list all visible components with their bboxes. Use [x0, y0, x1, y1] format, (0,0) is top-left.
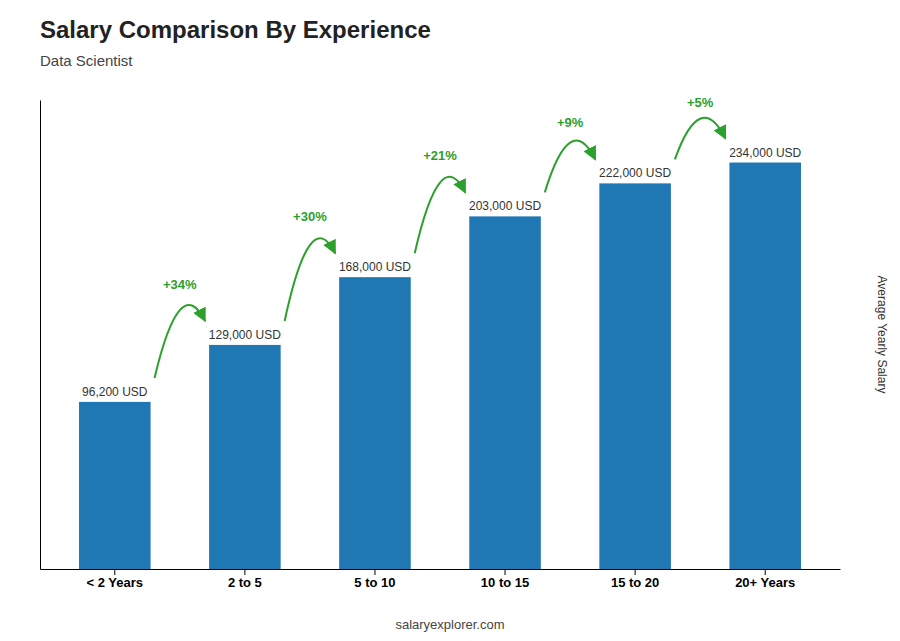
- value-label: 234,000 USD: [729, 146, 801, 160]
- bar: [209, 345, 281, 569]
- annotation-arrow: [675, 118, 726, 160]
- x-tick-mark: [635, 569, 636, 575]
- x-tick: 20+ Years: [735, 569, 795, 590]
- x-tick: 10 to 15: [481, 569, 529, 590]
- annotation-label: +5%: [687, 95, 714, 110]
- value-label: 96,200 USD: [82, 385, 148, 399]
- annotation-arrow: [285, 238, 336, 321]
- title: Salary Comparison By Experience: [40, 16, 431, 43]
- chart-container: Salary Comparison By Experience Data Scie…: [0, 0, 900, 641]
- x-tick: 5 to 10: [354, 569, 395, 590]
- value-labels: 96,200 USD 129,000 USD 168,000 USD 203,000 …: [82, 146, 801, 399]
- bar: [729, 163, 801, 569]
- bar: [79, 402, 151, 569]
- y-axis-line: [40, 101, 41, 570]
- annotation-label: +21%: [423, 148, 457, 163]
- bars: [79, 163, 801, 569]
- x-tick-mark: [505, 569, 506, 575]
- bar: [469, 216, 541, 569]
- plot: < 2 Years 2 to 5 5 to 10 10 to 15 15 to 20 20…: [41, 95, 841, 591]
- x-tick: 2 to 5: [228, 569, 262, 590]
- x-tick: < 2 Years: [87, 569, 144, 590]
- value-label: 168,000 USD: [339, 260, 411, 274]
- chart-svg: Salary Comparison By Experience Data Scie…: [0, 0, 900, 641]
- annotation-arrow: [155, 305, 206, 378]
- x-tick-label: 2 to 5: [228, 575, 262, 590]
- value-label: 222,000 USD: [599, 166, 671, 180]
- x-tick-label: 15 to 20: [611, 575, 659, 590]
- bar: [599, 183, 671, 569]
- value-label: 203,000 USD: [469, 199, 541, 213]
- x-tick-mark: [374, 569, 375, 575]
- x-tick-label: 5 to 10: [354, 575, 395, 590]
- x-tick-label: < 2 Years: [87, 575, 144, 590]
- y-axis: [40, 101, 41, 570]
- annotation-arrow: [545, 141, 596, 193]
- annotation-arrow: [415, 177, 466, 253]
- x-axis: < 2 Years 2 to 5 5 to 10 10 to 15 15 to 20 20…: [41, 569, 841, 590]
- footer: salaryexplorer.com: [395, 617, 504, 632]
- x-axis-line: [41, 569, 841, 570]
- x-tick-mark: [244, 569, 245, 575]
- subtitle: Data Scientist: [40, 52, 133, 69]
- value-label: 129,000 USD: [209, 328, 281, 342]
- annotation-label: +30%: [293, 209, 327, 224]
- annotations: +34% +30% +21% +9% +5%: [155, 95, 726, 378]
- annotation-label: +9%: [557, 115, 584, 130]
- annotation-label: +34%: [163, 277, 197, 292]
- x-tick: 15 to 20: [611, 569, 659, 590]
- x-tick-mark: [114, 569, 115, 575]
- x-tick-label: 20+ Years: [735, 575, 795, 590]
- x-tick-mark: [765, 569, 766, 575]
- x-tick-label: 10 to 15: [481, 575, 529, 590]
- y-axis-title: Average Yearly Salary: [875, 276, 889, 394]
- bar: [339, 277, 411, 569]
